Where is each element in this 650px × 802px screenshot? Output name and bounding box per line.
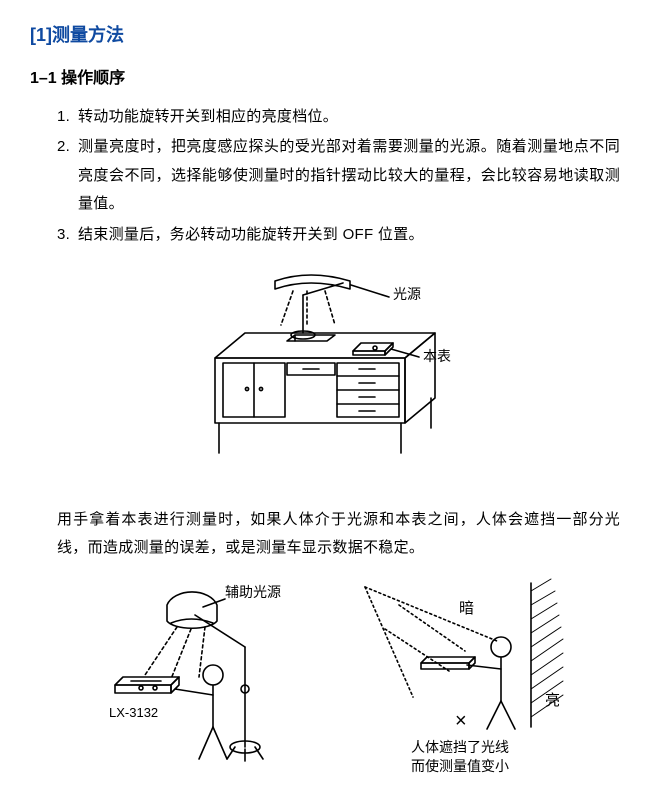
desk-diagram-svg: 光源 本表 [175,263,475,473]
section-subtitle: 1–1 操作顺序 [30,64,620,94]
label-model: LX-3132 [109,705,158,720]
list-text: 转动功能旋转开关到相应的亮度档位。 [78,108,338,125]
list-text: 结束测量后，务必转动功能旋转开关到 OFF 位置。 [78,226,424,243]
body-paragraph: 用手拿着本表进行测量时，如果人体介于光源和本表之间，人体会遮挡一部分光线，而造成… [30,506,620,563]
block-light-diagram-svg: 暗 亮 × 人体遮挡了光线 而使测量值变小 [345,577,575,782]
aux-light-diagram-svg: 辅助光源 LX-3132 [75,577,305,767]
figure-row: 辅助光源 LX-3132 [30,577,620,782]
caption-line2: 而使测量值变小 [411,758,509,774]
list-number: 3. [57,221,70,250]
list-number: 1. [57,103,70,132]
section-title: [1]测量方法 [30,18,620,52]
caption-line1: 人体遮挡了光线 [411,739,509,755]
list-item: 1. 转动功能旋转开关到相应的亮度档位。 [57,103,620,132]
label-meter: 本表 [423,348,451,364]
figure-desk: 光源 本表 [30,263,620,484]
list-number: 2. [57,133,70,162]
list-item: 3. 结束测量后，务必转动功能旋转开关到 OFF 位置。 [57,221,620,250]
label-light-source: 光源 [393,286,421,302]
list-text: 测量亮度时，把亮度感应探头的受光部对着需要测量的光源。随着测量地点不同亮度会不同… [78,138,620,212]
list-item: 2. 测量亮度时，把亮度感应探头的受光部对着需要测量的光源。随着测量地点不同亮度… [57,133,620,219]
steps-list: 1. 转动功能旋转开关到相应的亮度档位。 2. 测量亮度时，把亮度感应探头的受光… [30,103,620,250]
cross-mark: × [455,710,467,732]
label-bright: 亮 [545,692,560,709]
label-aux-light: 辅助光源 [225,584,281,600]
label-dark: 暗 [459,600,474,617]
